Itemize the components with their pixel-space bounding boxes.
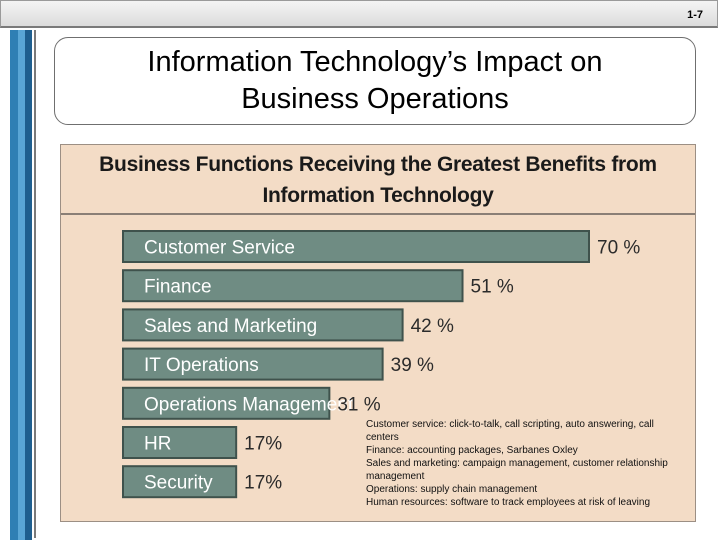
left-decorative-stripes [0,30,36,540]
chart-panel: Business Functions Receiving the Greates… [60,144,696,522]
bar-label-finance: Finance [144,277,212,298]
value-label-finance: 51 % [471,277,514,298]
left-stripe-3 [25,30,32,540]
bar-chart: Customer Service 70 % Finance 51 % Sales and… [122,230,640,499]
value-label-hr: 17% [244,434,282,455]
bar-security [122,465,238,499]
value-label-security: 17% [244,473,282,494]
note-customer-service: Customer service: click-to-talk, call sc… [366,419,654,443]
note-finance: Finance: accounting packages, Sarbanes O… [366,445,578,456]
bar-sales-and-marketing [122,308,404,342]
bar-label-it-operations: IT Operations [144,355,259,376]
slide-number: 1-7 [687,9,703,21]
slide-title-box: Information Technology’s Impact on Busin… [54,37,696,125]
value-label-operations-management: 31 % [337,394,380,415]
note-sales-marketing: Sales and marketing: campaign management… [366,458,668,482]
bar-hr [122,426,238,459]
chart-title: Business Functions Receiving the Greates… [99,153,657,207]
note-human-resources: Human resources: software to track emplo… [366,497,651,508]
bar-finance [122,269,464,303]
chart-header: Business Functions Receiving the Greates… [61,145,695,215]
note-operations: Operations: supply chain management [366,484,538,495]
left-stripe-1 [10,30,18,540]
bar-customer-service [122,230,590,263]
bar-label-sales-and-marketing: Sales and Marketing [144,316,317,337]
value-label-customer-service: 70 % [597,238,640,259]
notes-list: Customer service: click-to-talk, call sc… [366,418,688,509]
bar-operations-management [122,386,331,420]
value-label-sales-and-marketing: 42 % [411,316,454,337]
value-label-it-operations: 39 % [391,355,434,376]
bar-label-customer-service: Customer Service [144,238,295,259]
slide-title: Information Technology’s Impact on Busin… [147,46,603,115]
bar-label-hr: HR [144,434,171,455]
bar-it-operations [122,347,384,381]
bar-label-security: Security [144,473,213,494]
bar-label-operations-management: Operations Management [144,394,354,415]
slide-header-bar: 1-7 [0,0,718,28]
left-stripe-2 [18,30,25,540]
slide-frame [34,30,718,538]
